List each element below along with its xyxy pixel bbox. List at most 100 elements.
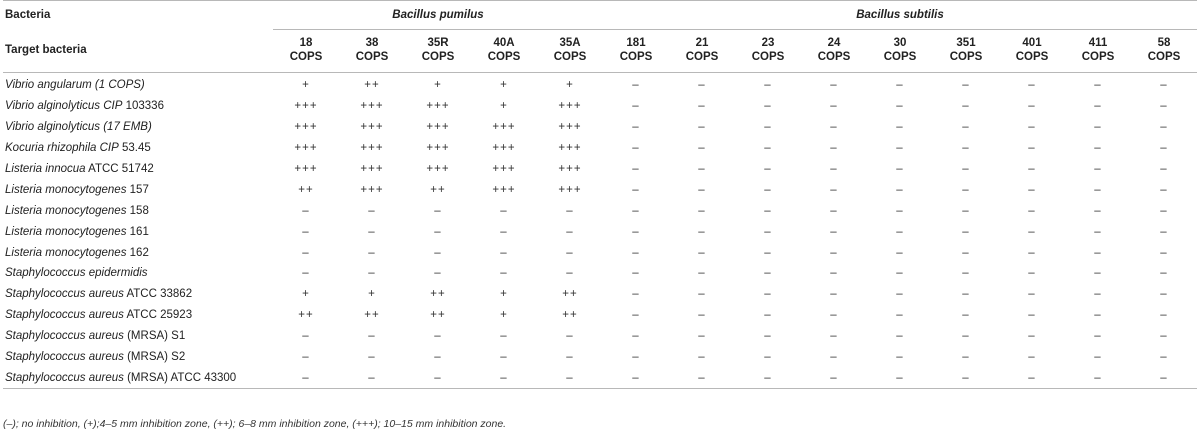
inhibition-value: –	[764, 225, 772, 238]
species-name: Staphylococcus aureus	[5, 351, 124, 364]
inhibition-value: –	[566, 204, 574, 217]
inhibition-value: –	[434, 351, 442, 364]
inhibition-value: +	[434, 79, 442, 92]
inhibition-value: ++	[562, 288, 578, 301]
inhibition-value: –	[1160, 288, 1168, 301]
inhibition-value: –	[896, 121, 904, 134]
column-header-cops: COPS	[751, 51, 785, 63]
inhibition-value: –	[632, 351, 640, 364]
inhibition-value: –	[368, 204, 376, 217]
column-header: 24 COPS	[801, 30, 867, 73]
inhibition-value: –	[368, 246, 376, 259]
inhibition-value: –	[830, 330, 838, 343]
target-bacteria-name: Staphylococcus aureus (MRSA) S1	[3, 326, 273, 347]
inhibition-value: –	[1160, 100, 1168, 113]
inhibition-value: –	[632, 288, 640, 301]
inhibition-value: –	[1094, 183, 1102, 196]
inhibition-value: –	[962, 351, 970, 364]
inhibition-value: +++	[426, 100, 450, 113]
inhibition-value: –	[962, 246, 970, 259]
inhibition-value: –	[632, 100, 640, 113]
inhibition-value: –	[698, 121, 706, 134]
inhibition-value: –	[632, 225, 640, 238]
table-row: Kocuria rhizophila CIP 53.45 +++ +++ +++ +++…	[3, 138, 1197, 159]
inhibition-value: –	[764, 79, 772, 92]
target-bacteria-name: Staphylococcus aureus ATCC 25923	[3, 305, 273, 326]
inhibition-value: –	[896, 79, 904, 92]
inhibition-value: –	[1028, 79, 1036, 92]
inhibition-value: –	[500, 351, 508, 364]
inhibition-value: –	[1028, 100, 1036, 113]
inhibition-value: –	[1094, 246, 1102, 259]
column-header: 401 COPS	[999, 30, 1065, 73]
inhibition-value: –	[698, 204, 706, 217]
inhibition-value: –	[962, 330, 970, 343]
table-header: Bacteria Bacillus pumilus Bacillus subtili…	[3, 0, 1197, 73]
column-header-cops: COPS	[487, 51, 521, 63]
column-header: 21 COPS	[669, 30, 735, 73]
inhibition-value: +++	[558, 121, 582, 134]
column-header-cops: COPS	[619, 51, 653, 63]
group-header-1: Bacillus subtilis	[856, 9, 944, 21]
inhibition-value: –	[962, 204, 970, 217]
inhibition-value: –	[1160, 371, 1168, 384]
inhibition-value: –	[1094, 100, 1102, 113]
column-header-strain: 58	[1157, 37, 1171, 49]
inhibition-value: –	[764, 183, 772, 196]
inhibition-value: –	[368, 267, 376, 280]
column-header-strain: 401	[1022, 37, 1042, 49]
inhibition-value: –	[1160, 204, 1168, 217]
strain-label: 161	[126, 225, 149, 238]
species-name: Listeria monocytogenes	[5, 204, 127, 217]
target-bacteria-name: Staphylococcus epidermidis	[3, 263, 273, 284]
species-name: Listeria monocytogenes	[5, 225, 127, 238]
inhibition-value: –	[1094, 121, 1102, 134]
top-rule	[3, 0, 1197, 1]
species-name: Vibrio alginolyticus (17 EMB)	[5, 121, 152, 134]
column-header: 23 COPS	[735, 30, 801, 73]
strain-label: (MRSA) ATCC 43300	[123, 371, 237, 384]
inhibition-value: +++	[492, 163, 516, 175]
inhibition-value: –	[500, 225, 508, 238]
inhibition-value: –	[368, 371, 376, 384]
inhibition-value: –	[632, 267, 640, 280]
species-name: Staphylococcus aureus	[5, 330, 124, 343]
inhibition-value: –	[896, 288, 904, 301]
inhibition-value: ++	[430, 183, 446, 196]
inhibition-value: –	[698, 142, 706, 155]
target-bacteria-name: Vibrio alginolyticus (17 EMB)	[3, 117, 273, 138]
inhibition-value: –	[434, 330, 442, 343]
table-row: Listeria monocytogenes 158 – – – – – – – – – – – – – –	[3, 200, 1197, 221]
inhibition-value: –	[632, 204, 640, 217]
inhibition-value: –	[632, 79, 640, 92]
inhibition-value: –	[962, 163, 970, 175]
inhibition-value: +++	[360, 100, 384, 113]
inhibition-value: –	[1094, 225, 1102, 238]
column-header: 58 COPS	[1131, 30, 1197, 73]
inhibition-value: +++	[492, 121, 516, 134]
inhibition-value: –	[1028, 288, 1036, 301]
inhibition-value: –	[962, 142, 970, 155]
inhibition-value: +++	[294, 100, 318, 113]
column-header-strain: 23	[761, 37, 775, 49]
inhibition-value: –	[302, 330, 310, 343]
strain-label: 157	[126, 183, 149, 196]
group-underline-0	[273, 29, 603, 30]
inhibition-value: –	[434, 371, 442, 384]
target-bacteria-name: Listeria monocytogenes 158	[3, 200, 273, 221]
inhibition-value: –	[962, 288, 970, 301]
inhibition-value: –	[302, 267, 310, 280]
inhibition-value: –	[500, 330, 508, 343]
group-underline-1	[603, 29, 1197, 30]
inhibition-value: –	[830, 183, 838, 196]
column-header-strain: 24	[827, 37, 841, 49]
table-row: Staphylococcus aureus (MRSA) S1 – – – – – – – – –…	[3, 326, 1197, 347]
inhibition-value: ++	[430, 309, 446, 322]
column-header-strain: 21	[695, 37, 709, 49]
inhibition-value: –	[368, 351, 376, 364]
species-name: Vibrio alginolyticus CIP	[5, 100, 123, 113]
inhibition-value: +++	[558, 142, 582, 155]
inhibition-value: –	[962, 100, 970, 113]
inhibition-value: +++	[558, 183, 582, 196]
inhibition-value: +	[368, 288, 376, 301]
